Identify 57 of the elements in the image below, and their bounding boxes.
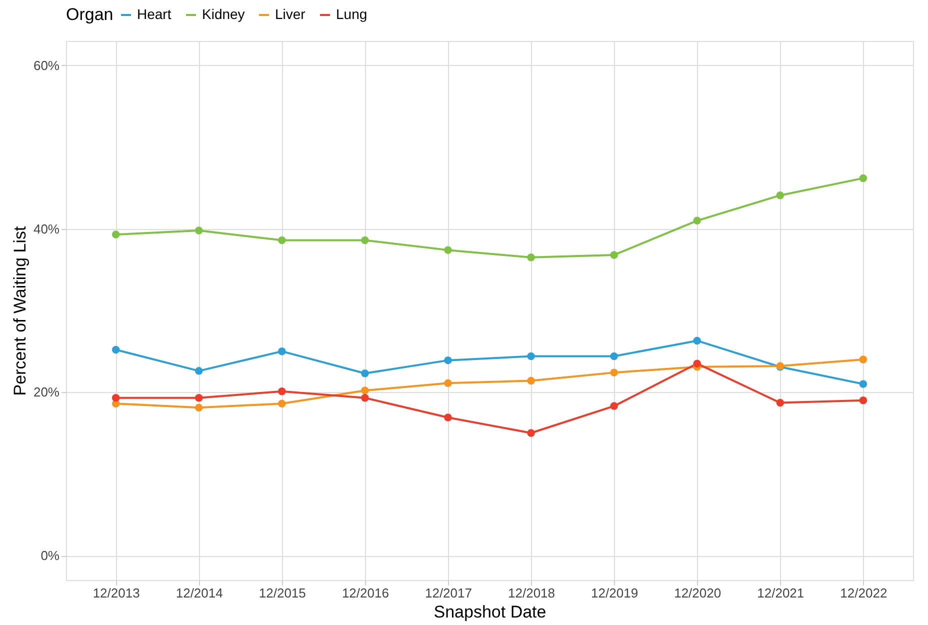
point [194, 404, 203, 412]
point [194, 226, 203, 234]
point [194, 394, 203, 402]
x-tick-label: 12/2015 [258, 586, 306, 600]
y-tick-label: 20% [33, 384, 60, 400]
point [361, 370, 369, 378]
point [776, 191, 784, 200]
x-tick-label: 12/2018 [508, 586, 556, 600]
point [444, 414, 452, 422]
point [610, 352, 618, 360]
point [859, 396, 868, 404]
point [610, 402, 618, 410]
point [278, 236, 286, 244]
point [527, 352, 535, 360]
legend-title: Organ [66, 5, 114, 24]
point [444, 246, 452, 254]
y-tick-label: 60% [33, 58, 60, 73]
x-tick-label: 12/2022 [840, 586, 888, 600]
x-tick-label: 12/2016 [342, 586, 389, 600]
point [610, 368, 618, 376]
point [444, 379, 452, 388]
point [693, 336, 701, 345]
x-tick-label: 12/2013 [92, 586, 140, 600]
legend-label: Liver [275, 6, 306, 22]
legend-label: Heart [137, 6, 172, 22]
point [776, 398, 784, 407]
x-tick-label: 12/2020 [674, 586, 722, 600]
x-tick-label: 12/2017 [424, 586, 472, 600]
y-tick-label: 40% [33, 221, 60, 236]
point [361, 236, 369, 244]
point [527, 254, 535, 262]
point [444, 356, 452, 364]
point [610, 251, 618, 259]
point [278, 347, 286, 356]
point [194, 367, 203, 375]
point [112, 230, 120, 238]
point [278, 400, 286, 408]
point [693, 360, 701, 368]
legend-label: Kidney [202, 6, 245, 22]
x-axis-title: Snapshot Date [434, 602, 546, 622]
x-tick-label: 12/2014 [176, 586, 223, 600]
x-tick-label: 12/2019 [591, 586, 638, 600]
point [278, 387, 286, 396]
y-tick-label: 0% [40, 548, 60, 563]
point [527, 429, 535, 437]
point [361, 386, 369, 394]
point [859, 356, 868, 364]
point [859, 380, 868, 388]
point [361, 394, 369, 402]
x-tick-label: 12/2021 [757, 586, 804, 600]
point [527, 376, 535, 385]
point [693, 216, 701, 225]
legend-label: Lung [336, 6, 368, 22]
point [112, 346, 120, 354]
y-axis-title: Percent of Waiting List [10, 226, 30, 396]
point [859, 174, 868, 182]
point [112, 394, 120, 402]
